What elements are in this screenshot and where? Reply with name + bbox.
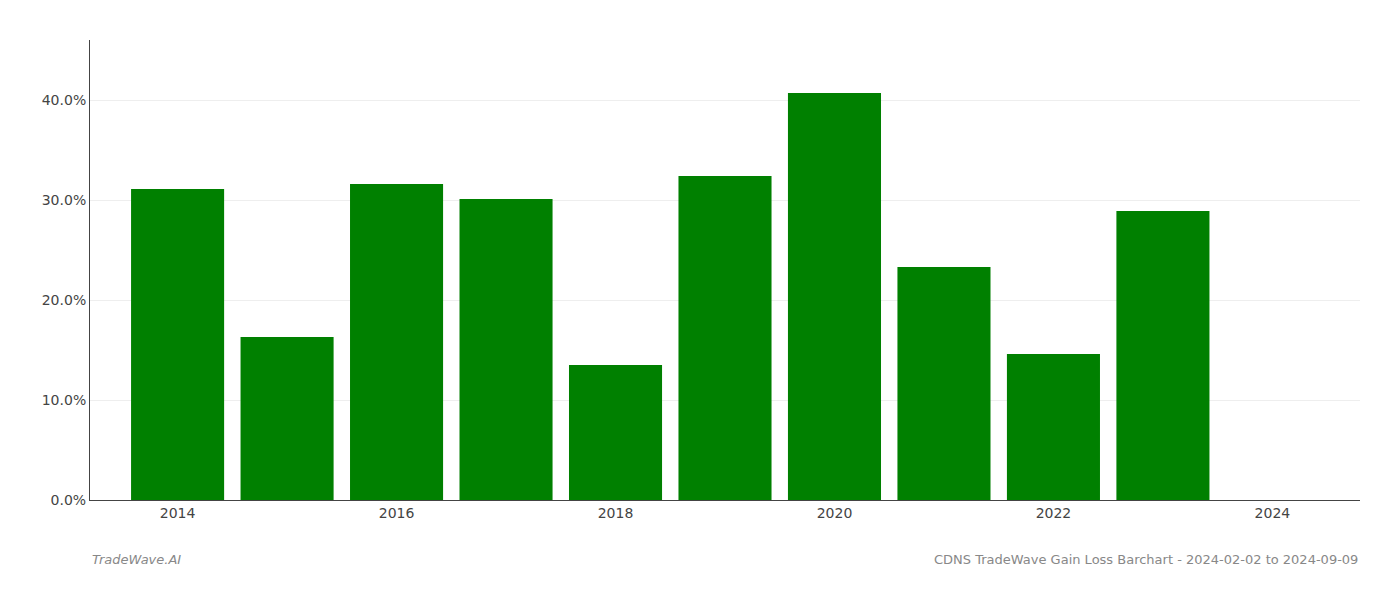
svg-text:30.0%: 30.0%	[42, 192, 86, 208]
svg-text:CDNS TradeWave Gain Loss Barch: CDNS TradeWave Gain Loss Barchart - 2024…	[934, 552, 1358, 567]
svg-text:2014: 2014	[160, 505, 196, 521]
svg-text:20.0%: 20.0%	[42, 292, 86, 308]
svg-text:10.0%: 10.0%	[42, 392, 86, 408]
svg-text:2016: 2016	[379, 505, 415, 521]
svg-text:TradeWave.AI: TradeWave.AI	[92, 552, 181, 567]
svg-text:40.0%: 40.0%	[42, 92, 86, 108]
svg-text:2022: 2022	[1036, 505, 1072, 521]
svg-text:2018: 2018	[598, 505, 634, 521]
svg-text:2020: 2020	[817, 505, 853, 521]
svg-text:0.0%: 0.0%	[51, 492, 87, 508]
svg-text:2024: 2024	[1255, 505, 1291, 521]
